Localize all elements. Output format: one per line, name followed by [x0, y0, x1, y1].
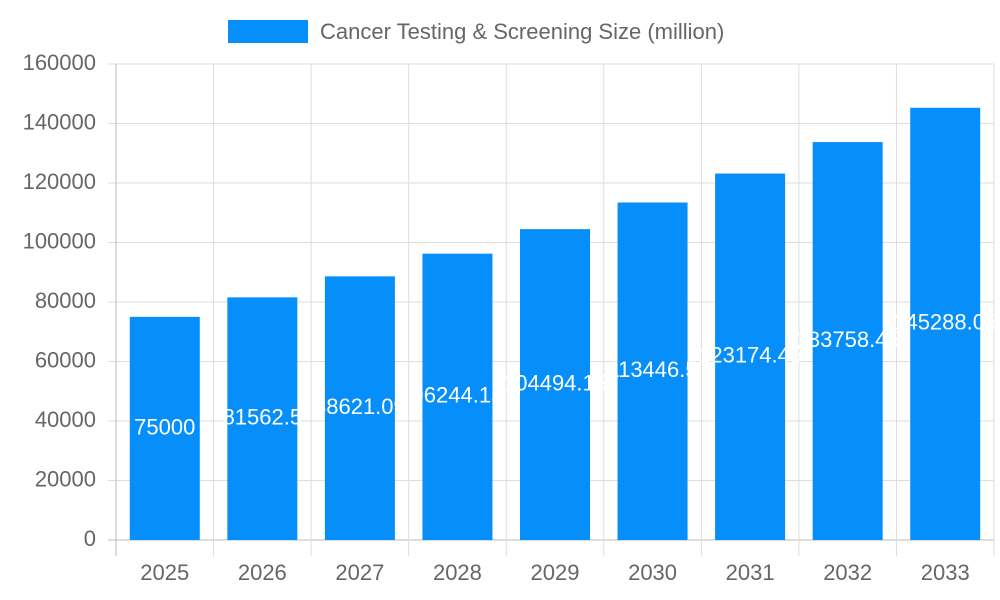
- y-tick-label: 140000: [23, 109, 96, 134]
- y-tick-label: 80000: [35, 288, 96, 313]
- bar: [910, 107, 981, 540]
- bar: [129, 316, 200, 540]
- x-tick-label: 2032: [823, 560, 872, 585]
- bar: [520, 229, 590, 540]
- bar: [422, 253, 493, 540]
- x-tick-label: 2026: [238, 560, 287, 585]
- legend-label: Cancer Testing & Screening Size (million…: [320, 19, 724, 44]
- bar: [324, 276, 395, 540]
- legend-swatch: [228, 20, 308, 43]
- y-tick-label: 0: [84, 526, 96, 551]
- bar: [812, 142, 883, 540]
- bar: [715, 173, 786, 540]
- y-tick-label: 100000: [23, 228, 96, 253]
- y-tick-label: 120000: [23, 169, 96, 194]
- data-label: 96244.15: [412, 383, 504, 408]
- plot-area: [129, 107, 981, 540]
- y-tick-label: 20000: [35, 466, 96, 491]
- data-label: 88621.09: [314, 394, 406, 419]
- y-tick-label: 40000: [35, 407, 96, 432]
- x-tick-label: 2030: [628, 560, 677, 585]
- bar: [617, 202, 688, 540]
- data-label: 123174.45: [698, 343, 802, 368]
- x-tick-label: 2027: [335, 560, 384, 585]
- data-label: 113446.5: [607, 357, 697, 382]
- y-tick-label: 60000: [35, 347, 96, 372]
- x-tick-label: 2028: [433, 560, 482, 585]
- y-tick-label: 160000: [23, 50, 96, 75]
- data-label: 133758.45: [796, 327, 900, 352]
- x-tick-label: 2033: [921, 560, 970, 585]
- bar: [227, 297, 298, 540]
- data-label: 81562.5: [223, 404, 303, 429]
- x-tick-label: 2029: [531, 560, 580, 585]
- x-tick-label: 2031: [726, 560, 775, 585]
- data-label: 104494.15: [503, 370, 607, 395]
- data-label: 75000: [134, 414, 195, 439]
- data-label: 145288.05: [893, 310, 997, 335]
- x-tick-label: 2025: [140, 560, 189, 585]
